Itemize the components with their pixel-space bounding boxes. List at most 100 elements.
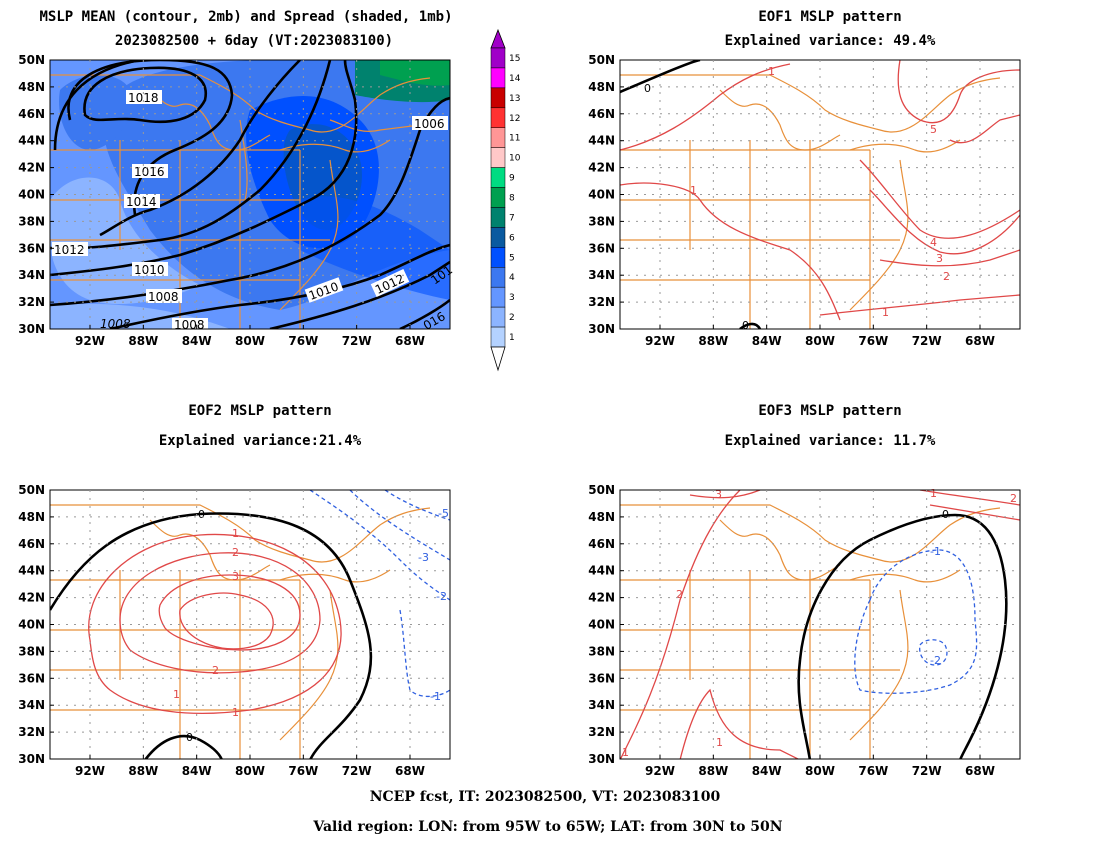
eof2-title: EOF2 MSLP pattern [188, 403, 332, 419]
lat-tick-label: 36N [18, 671, 45, 685]
colorbar-swatch [490, 107, 506, 128]
eof-label: 1 [768, 65, 775, 78]
lon-tick-label: 72W [342, 334, 372, 348]
colorbar-swatch [490, 67, 506, 89]
mean-title-line2: 2023082500 + 6day (VT:2023083100) [114, 33, 394, 49]
colorbar-swatch [490, 267, 506, 288]
spread-colorbar: 15 14 13 12 11 10 9 8 7 6 5 4 3 2 1 [490, 28, 521, 372]
lat-tick-label: 46N [18, 107, 45, 121]
lon-tick-label: 88W [698, 764, 728, 778]
lat-tick-label: 34N [588, 698, 615, 712]
lat-tick-label: 50N [18, 483, 45, 497]
lon-tick-label: 88W [128, 764, 158, 778]
eof3-labels: 0 1 2 3 2 1 -1 -2 1 [622, 487, 1017, 759]
colorbar-label: 5 [509, 253, 515, 263]
lat-tick-label: 32N [588, 295, 615, 309]
colorbar-label: 10 [509, 154, 521, 164]
footer-forecast-info: NCEP fcst, IT: 2023082500, VT: 202308310… [369, 789, 721, 805]
lat-tick-label: 46N [18, 537, 45, 551]
eof-label: 1 [882, 306, 889, 319]
lat-tick-label: 34N [588, 268, 615, 282]
lat-tick-label: 30N [18, 322, 45, 336]
lat-tick-label: 34N [18, 268, 45, 282]
eof1-title: EOF1 MSLP pattern [758, 9, 902, 25]
lon-tick-label: 84W [182, 334, 212, 348]
eof-label: 0 [186, 731, 193, 744]
lat-tick-label: 38N [588, 644, 615, 658]
eof-label: 1 [930, 487, 937, 500]
eof2-contours [50, 490, 450, 759]
lat-tick-label: 38N [18, 214, 45, 228]
eof1-labels: 0 1 5 1 4 3 2 1 0 [644, 65, 950, 332]
lon-tick-label: 80W [235, 334, 265, 348]
lon-tick-label: 92W [645, 764, 675, 778]
lat-tick-label: 44N [588, 564, 615, 578]
lat-tick-label: 32N [588, 725, 615, 739]
eof-label: -2 [930, 654, 941, 667]
colorbar-label: 1 [509, 333, 515, 343]
eof-label: 2 [943, 270, 950, 283]
contour-label: 1008 [148, 290, 179, 304]
eof-label: 4 [930, 236, 937, 249]
contour-label: 1014 [126, 195, 157, 209]
contour-label: 1010 [134, 263, 165, 277]
lat-tick-label: 38N [18, 644, 45, 658]
lon-tick-label: 84W [752, 334, 782, 348]
contour-label: 1016 [134, 165, 165, 179]
eof-label: 2 [676, 588, 683, 601]
contour-label: 1012 [54, 243, 85, 257]
lat-tick-label: 36N [18, 241, 45, 255]
lat-tick-label: 44N [18, 134, 45, 148]
lon-tick-label: 92W [645, 334, 675, 348]
contour-label: 1008 [100, 317, 131, 331]
lat-tick-label: 40N [18, 188, 45, 202]
eof-label: 1 [716, 736, 723, 749]
eof-label: 0 [644, 82, 651, 95]
colorbar-label: 8 [509, 194, 515, 204]
lon-tick-label: 84W [182, 764, 212, 778]
lat-tick-label: 48N [588, 80, 615, 94]
lat-tick-label: 34N [18, 698, 45, 712]
lon-tick-label: 68W [965, 764, 995, 778]
lon-tick-label: 92W [75, 334, 105, 348]
lon-tick-label: 76W [288, 334, 318, 348]
lon-tick-label: 80W [805, 334, 835, 348]
colorbar-label: 11 [509, 134, 520, 144]
eof-label: -1 [430, 690, 441, 703]
lon-tick-label: 84W [752, 764, 782, 778]
lon-tick-label: 72W [912, 334, 942, 348]
eof-label: 1 [232, 706, 239, 719]
eof-label: 1 [173, 688, 180, 701]
lat-tick-label: 36N [588, 241, 615, 255]
colorbar-label: 6 [509, 233, 515, 243]
eof-label: 2 [232, 546, 239, 559]
lat-tick-label: 50N [588, 483, 615, 497]
contour-label: 1006 [414, 117, 445, 131]
lat-tick-label: 30N [18, 752, 45, 766]
footer-valid-region: Valid region: LON: from 95W to 65W; LAT:… [313, 819, 783, 835]
colorbar-swatch [490, 47, 506, 69]
colorbar-label: 14 [509, 74, 521, 84]
eof-label: 3 [715, 488, 722, 501]
colorbar-swatch [490, 306, 506, 328]
lat-tick-label: 38N [588, 214, 615, 228]
eof3-variance: Explained variance: 11.7% [724, 433, 936, 449]
lon-tick-label: 76W [858, 764, 888, 778]
colorbar-swatch [490, 227, 506, 248]
colorbar-swatch [490, 187, 506, 208]
lon-tick-label: 80W [235, 764, 265, 778]
lat-tick-label: 30N [588, 322, 615, 336]
lon-tick-label: 92W [75, 764, 105, 778]
eof-label: -1 [930, 545, 941, 558]
eof1-contours [620, 60, 1020, 329]
eof1-map-borders [620, 74, 1001, 329]
colorbar-label: 13 [509, 94, 520, 104]
eof-label: 2 [212, 664, 219, 677]
lat-tick-label: 40N [588, 618, 615, 632]
lon-tick-label: 68W [965, 334, 995, 348]
eof3-contours [620, 490, 1020, 759]
colorbar-swatch [490, 207, 506, 228]
lon-tick-label: 68W [395, 334, 425, 348]
lon-tick-label: 76W [288, 764, 318, 778]
lon-tick-label: 80W [805, 764, 835, 778]
